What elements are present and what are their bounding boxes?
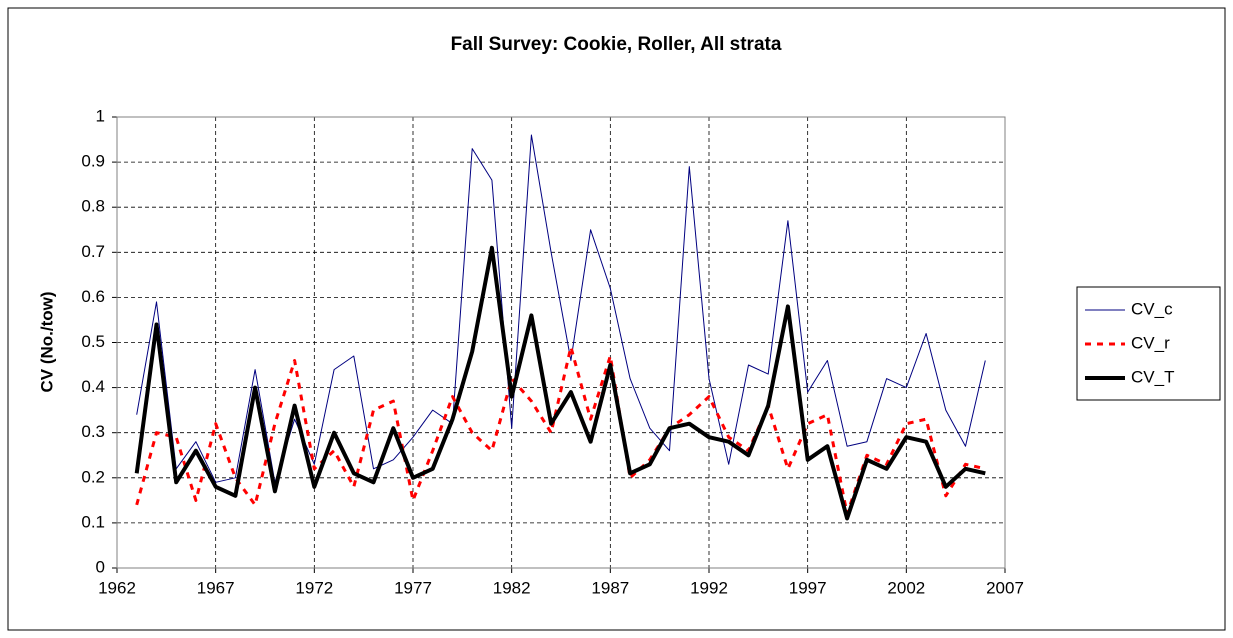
y-tick-label: 0: [96, 557, 105, 576]
x-tick-label: 1992: [690, 578, 728, 597]
x-tick-label: 1997: [789, 578, 827, 597]
data-line: [134, 245, 986, 521]
y-tick-label: 0.8: [81, 197, 105, 216]
y-tick-label: 0.9: [81, 152, 105, 171]
y-tick-label: 0.2: [81, 467, 105, 486]
y-tick-label: 1: [96, 106, 105, 125]
x-tick-label: 1987: [591, 578, 629, 597]
x-tick-label: 2002: [887, 578, 925, 597]
x-tick-label: 2007: [986, 578, 1024, 597]
y-axis-label: CV (No./tow): [37, 291, 56, 392]
x-tick-label: 1982: [493, 578, 531, 597]
x-tick-label: 1977: [394, 578, 432, 597]
y-tick-label: 0.7: [81, 242, 105, 261]
y-tick-label: 0.6: [81, 287, 105, 306]
legend-box: [1076, 286, 1221, 401]
plot-area: [116, 116, 1006, 569]
legend-label: CV_r: [1131, 333, 1170, 352]
x-tick-label: 1972: [295, 578, 333, 597]
chart-title: Fall Survey: Cookie, Roller, All strata: [451, 34, 782, 55]
legend-label: CV_T: [1131, 367, 1174, 386]
y-tick-label: 0.1: [81, 512, 105, 531]
chart-border: [7, 7, 1226, 631]
x-tick-label: 1962: [98, 578, 136, 597]
x-tick-label: 1967: [197, 578, 235, 597]
y-tick-label: 0.4: [81, 377, 105, 396]
legend-label: CV_c: [1131, 299, 1173, 318]
y-tick-label: 0.5: [81, 332, 105, 351]
data-line: [135, 345, 986, 516]
y-tick-label: 0.3: [81, 422, 105, 441]
